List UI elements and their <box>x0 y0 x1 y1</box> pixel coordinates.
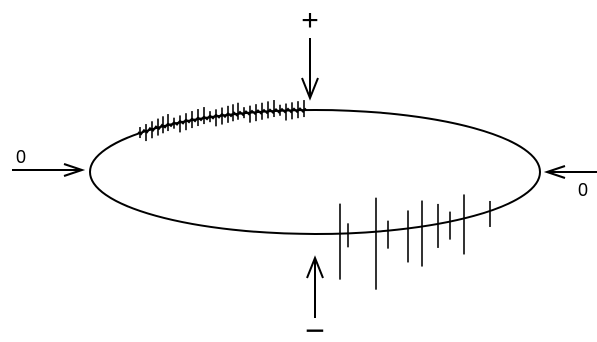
bottom-minus-label: − <box>305 312 325 342</box>
main-ellipse <box>89 109 541 235</box>
left-arrow <box>12 163 86 177</box>
upper-arc-fuzz <box>137 107 307 136</box>
left-zero-label: 0 <box>16 147 26 167</box>
lower-tick-marks <box>339 194 491 290</box>
upper-tick-marks <box>137 100 307 142</box>
top-arrow <box>301 38 319 101</box>
bottom-arrow <box>306 255 324 318</box>
right-zero-label: 0 <box>578 180 588 200</box>
top-plus-label: + <box>301 4 319 37</box>
right-arrow <box>543 165 597 179</box>
